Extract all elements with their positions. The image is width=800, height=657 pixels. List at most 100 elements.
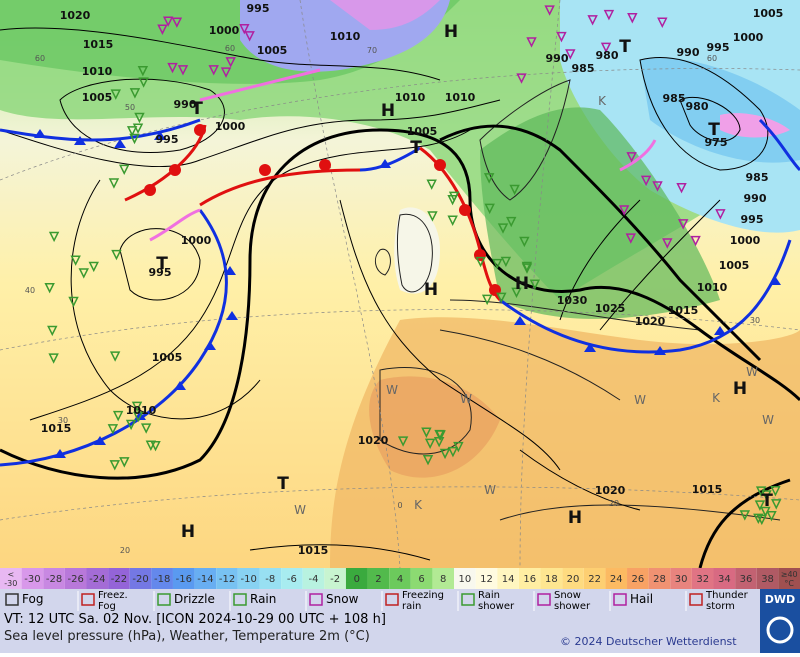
valid-time: VT: 12 UTC Sa. 02 Nov. [ICON 2024-10-29 … bbox=[4, 612, 386, 627]
scale-cell bbox=[648, 568, 671, 589]
isotherm-label: 70 bbox=[367, 46, 377, 55]
weather-symbol bbox=[627, 13, 638, 24]
isobar-label: 1005 bbox=[257, 44, 288, 57]
isobar-label: 1015 bbox=[668, 304, 699, 317]
scale-cell bbox=[21, 568, 44, 589]
weather-symbol bbox=[422, 454, 434, 466]
weather-symbol bbox=[509, 184, 520, 196]
scale-cell bbox=[562, 568, 584, 589]
cold-front-triangle bbox=[769, 276, 781, 285]
scale-cell bbox=[86, 568, 109, 589]
isobar-label: 1005 bbox=[82, 91, 113, 104]
weather-symbol bbox=[150, 440, 161, 452]
scale-label: 26 bbox=[631, 574, 644, 585]
weather-symbol bbox=[137, 65, 149, 77]
isobar-label: 1000 bbox=[730, 234, 761, 247]
isotherm-label: 20 bbox=[120, 546, 130, 555]
isobar-label: 1020 bbox=[60, 9, 91, 22]
scale-label: < bbox=[7, 570, 14, 579]
pressure-center: H bbox=[733, 379, 747, 399]
cold-front-triangle bbox=[174, 381, 186, 390]
isobar-label: 995 bbox=[707, 41, 730, 54]
weather-symbol bbox=[424, 438, 436, 449]
isobar-label: 990 bbox=[546, 52, 569, 65]
isobar-label: 1020 bbox=[595, 484, 626, 497]
scale-label: 20 bbox=[567, 574, 580, 585]
weather-symbol bbox=[108, 178, 120, 189]
scale-label: 24 bbox=[610, 574, 623, 585]
scale-label: 32 bbox=[696, 574, 709, 585]
isobar-label: 1010 bbox=[395, 91, 426, 104]
scale-label: -24 bbox=[89, 574, 105, 585]
pressure-center: T bbox=[761, 491, 773, 511]
weather-symbol bbox=[496, 292, 507, 304]
isobar-label: 1015 bbox=[298, 544, 329, 557]
warm-front-semicircle bbox=[434, 159, 446, 171]
weather-symbol bbox=[48, 231, 60, 243]
scale-label: 4 bbox=[397, 574, 403, 585]
warm-front-semicircle bbox=[194, 124, 206, 136]
scale-label: 38 bbox=[761, 574, 774, 585]
weather-symbol bbox=[770, 486, 781, 497]
weather-symbol bbox=[766, 510, 777, 522]
isobar-label: 1000 bbox=[733, 31, 764, 44]
cold-front-triangle bbox=[34, 129, 46, 138]
weather-symbol bbox=[111, 249, 122, 261]
legend-icon bbox=[461, 593, 475, 606]
legend-label: Freezing bbox=[402, 590, 444, 601]
weather-symbol bbox=[109, 460, 120, 471]
legend-icon bbox=[537, 593, 551, 606]
scale-label: 34 bbox=[718, 574, 731, 585]
weather-symbol bbox=[521, 263, 533, 274]
scale-cell bbox=[475, 568, 498, 589]
weather-symbol bbox=[177, 65, 189, 76]
weather-symbol bbox=[526, 37, 537, 48]
scale-cell bbox=[778, 568, 800, 589]
weather-symbol bbox=[129, 88, 141, 99]
logo-text: DWD bbox=[765, 593, 795, 606]
weather-symbol bbox=[47, 325, 58, 337]
weather-symbol bbox=[657, 17, 668, 28]
cold-front-triangle bbox=[379, 159, 391, 168]
scale-label: -26 bbox=[68, 574, 84, 585]
isobar-label: 990 bbox=[677, 46, 700, 59]
isobar-label: 1020 bbox=[635, 315, 666, 328]
isotherm-label: 40 bbox=[25, 286, 35, 295]
scale-label: -28 bbox=[46, 574, 62, 585]
scale-cell bbox=[172, 568, 195, 589]
isobar-label: 1000 bbox=[209, 24, 240, 37]
isobar-label: 1010 bbox=[445, 91, 476, 104]
weather-symbol bbox=[132, 123, 144, 134]
pressure-center: T bbox=[410, 138, 422, 158]
weather-symbol bbox=[453, 441, 464, 453]
weather-symbol bbox=[662, 238, 673, 249]
legend-icon bbox=[233, 593, 247, 606]
scale-label: -2 bbox=[330, 574, 340, 585]
airmass-label: W bbox=[746, 365, 758, 379]
scale-cell bbox=[281, 568, 303, 589]
weather-symbol bbox=[88, 261, 99, 273]
scale-label: -22 bbox=[111, 574, 127, 585]
warm-front-semicircle bbox=[489, 284, 501, 296]
weather-symbol bbox=[626, 152, 637, 163]
isobar-label: 980 bbox=[686, 100, 709, 113]
weather-symbol bbox=[138, 77, 149, 88]
legend-icon bbox=[81, 593, 95, 606]
warm-front-semicircle bbox=[459, 204, 471, 216]
cold-front-triangle bbox=[74, 136, 86, 145]
cold-front-triangle bbox=[154, 131, 166, 140]
isobar-label: 980 bbox=[596, 49, 619, 62]
weather-symbol bbox=[119, 164, 130, 176]
legend-label: Snow bbox=[554, 590, 581, 601]
legend-icon bbox=[157, 593, 171, 606]
isobar-label: 1015 bbox=[41, 422, 72, 435]
warm-front-semicircle bbox=[144, 184, 156, 196]
warm-front-semicircle bbox=[169, 164, 181, 176]
cold-front-triangle bbox=[204, 341, 216, 350]
scale-cell bbox=[540, 568, 563, 589]
scale-cell bbox=[259, 568, 282, 589]
pressure-center: T bbox=[277, 474, 289, 494]
scale-cell bbox=[216, 568, 238, 589]
isobar-label: 1020 bbox=[358, 434, 389, 447]
